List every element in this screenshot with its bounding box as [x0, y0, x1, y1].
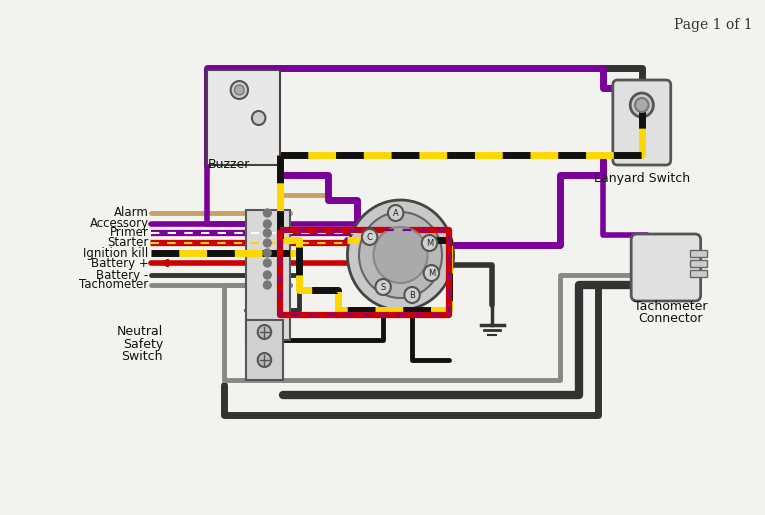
Circle shape [263, 281, 272, 289]
Circle shape [263, 239, 272, 247]
Text: Starter: Starter [107, 236, 148, 249]
Bar [246, 210, 289, 340]
Text: M: M [426, 238, 433, 248]
Circle shape [235, 85, 244, 95]
Text: Safety: Safety [123, 338, 163, 351]
Circle shape [258, 353, 272, 367]
Circle shape [635, 98, 649, 112]
Text: Alarm: Alarm [114, 207, 148, 219]
Text: B: B [409, 290, 415, 300]
FancyBboxPatch shape [613, 80, 671, 165]
Circle shape [263, 249, 272, 257]
Circle shape [263, 209, 272, 217]
FancyBboxPatch shape [631, 234, 701, 301]
Bar [690, 260, 708, 267]
Text: Switch: Switch [122, 350, 163, 363]
Circle shape [362, 229, 377, 245]
Circle shape [258, 325, 272, 339]
Text: Buzzer: Buzzer [207, 158, 250, 171]
Text: Tachometer: Tachometer [80, 279, 148, 291]
Text: A: A [392, 209, 399, 217]
Text: C: C [366, 232, 373, 242]
Circle shape [630, 93, 653, 117]
Text: Neutral: Neutral [117, 325, 163, 338]
Text: Tachometer: Tachometer [634, 300, 708, 313]
Text: Primer: Primer [109, 227, 148, 239]
Circle shape [422, 235, 437, 251]
Text: S: S [380, 283, 386, 291]
Text: M: M [428, 268, 435, 278]
Text: Accessory: Accessory [90, 217, 148, 231]
Circle shape [263, 229, 272, 237]
Bar [690, 270, 708, 277]
Bar [690, 250, 708, 257]
Bar [207, 70, 280, 165]
Circle shape [373, 227, 428, 283]
Circle shape [347, 200, 454, 310]
Text: Battery +: Battery + [91, 256, 148, 269]
Text: Lanyard Switch: Lanyard Switch [594, 172, 690, 185]
Circle shape [231, 81, 248, 99]
Text: Page 1 of 1: Page 1 of 1 [674, 18, 752, 32]
Circle shape [424, 265, 439, 281]
Circle shape [359, 212, 442, 298]
Circle shape [405, 287, 420, 303]
Circle shape [263, 271, 272, 279]
Circle shape [376, 279, 391, 295]
Text: Battery -: Battery - [96, 268, 148, 282]
Text: Connector: Connector [639, 312, 703, 325]
Circle shape [263, 259, 272, 267]
Bar [246, 320, 283, 380]
Circle shape [252, 111, 265, 125]
Text: Ignition kill: Ignition kill [83, 247, 148, 260]
Circle shape [263, 220, 272, 228]
Circle shape [388, 205, 403, 221]
